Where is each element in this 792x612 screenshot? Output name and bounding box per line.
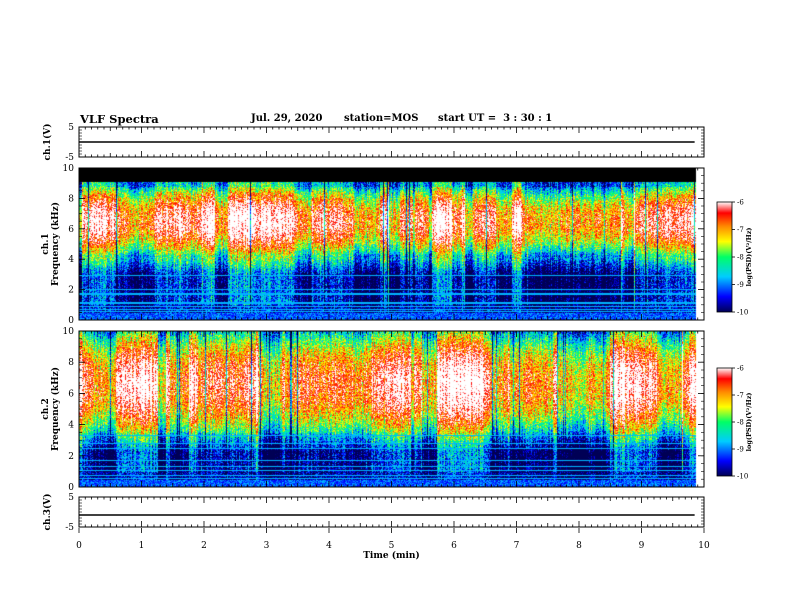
colorbar	[716, 367, 733, 477]
colorbar-tick-label: -6	[737, 199, 744, 207]
y-axis-label-channel: ch.1	[41, 233, 51, 254]
colorbar	[716, 201, 733, 313]
colorbar-tick-label: -8	[737, 419, 744, 427]
colorbar-tick-label: -7	[737, 226, 744, 234]
y-tick-label: 2	[68, 286, 74, 296]
y-tick-label: 8	[68, 194, 74, 204]
x-tick-label: 0	[76, 541, 82, 551]
y-axis-label-frequency: Frequency (kHz)	[50, 367, 61, 451]
y-tick-label: 10	[63, 164, 75, 174]
x-tick-label: 1	[139, 541, 145, 551]
y-tick-label: -5	[65, 523, 74, 533]
y-tick-label: 8	[68, 358, 74, 368]
y-tick-label: 4	[68, 255, 74, 265]
y-tick-label: -5	[65, 153, 74, 163]
x-tick-label: 8	[576, 541, 582, 551]
x-tick-label: 4	[326, 541, 332, 551]
y-tick-label: 10	[63, 327, 75, 337]
x-tick-label: 7	[514, 541, 520, 551]
colorbar-tick-label: -8	[737, 254, 744, 262]
y-tick-label: 6	[68, 225, 74, 235]
x-tick-label: 10	[698, 541, 710, 551]
figure-title: VLF Spectra	[80, 112, 159, 126]
colorbar-tick-label: -6	[737, 365, 744, 373]
y-tick-label: 0	[68, 316, 74, 326]
x-tick-label: 2	[201, 541, 207, 551]
y-tick-label: 2	[68, 452, 74, 462]
colorbar-tick-label: -10	[737, 473, 748, 481]
y-tick-label: 5	[68, 123, 74, 133]
spectrogram-image-ch2	[79, 331, 704, 487]
x-tick-label: 5	[389, 541, 395, 551]
colorbar-tick-label: -9	[737, 446, 744, 454]
start-ut-label: start UT = 3 : 30 : 1	[438, 113, 553, 124]
y-tick-label: 0	[68, 483, 74, 493]
x-tick-label: 3	[264, 541, 270, 551]
y-tick-label: 4	[68, 421, 74, 431]
colorbar-label: log(PSD)(V²/Hz)	[745, 228, 753, 287]
y-tick-label: 5	[68, 493, 74, 503]
y-axis-label: ch.1(V)	[42, 124, 53, 161]
x-axis-label: Time (min)	[363, 550, 420, 561]
y-axis-label-frequency: Frequency (kHz)	[50, 202, 61, 286]
station-label: station=MOS	[344, 113, 419, 124]
colorbar-tick-label: -10	[737, 309, 748, 317]
y-axis-label: ch.3(V)	[42, 494, 53, 531]
colorbar-label: log(PSD)(V²/Hz)	[745, 393, 753, 452]
x-tick-label: 9	[639, 541, 645, 551]
date-label: Jul. 29, 2020	[251, 113, 323, 124]
colorbar-tick-label: -9	[737, 281, 744, 289]
y-tick-label: 6	[68, 389, 74, 399]
y-axis-label-channel: ch.2	[41, 398, 51, 419]
x-tick-label: 6	[451, 541, 457, 551]
spectrogram-image-ch1	[79, 168, 704, 320]
colorbar-tick-label: -7	[737, 392, 744, 400]
